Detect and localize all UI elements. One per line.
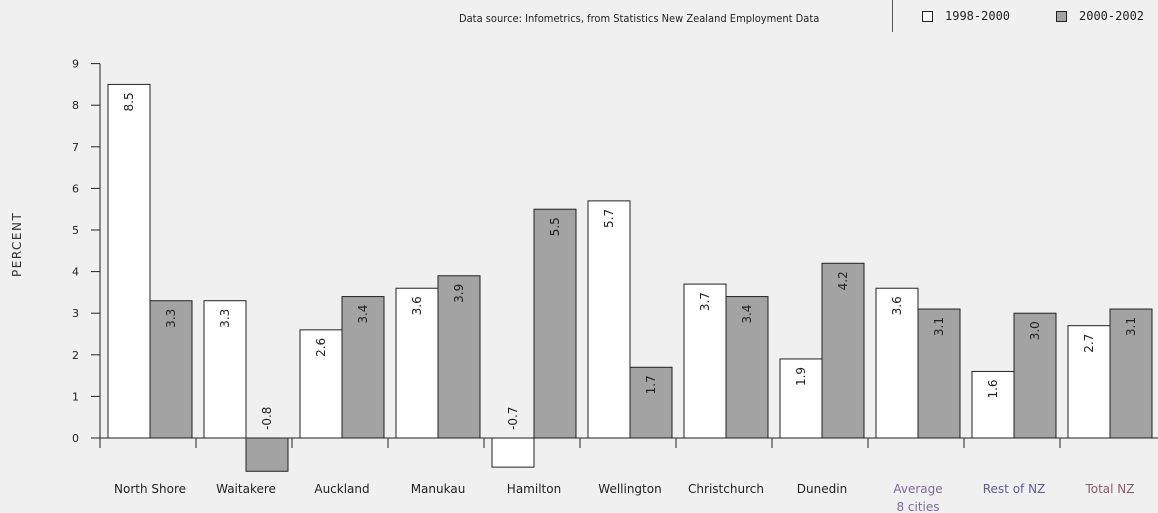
bar-1998-2000-total-nz <box>1067 325 1111 439</box>
data-label: 5.7 <box>602 209 616 228</box>
data-label: 2.6 <box>314 338 328 357</box>
x-category-label: Average <box>893 482 942 496</box>
x-category-label: Manukau <box>411 482 466 496</box>
data-label: 4.2 <box>836 271 850 290</box>
data-label: 3.1 <box>932 317 946 336</box>
y-tick-label: 9 <box>72 58 79 71</box>
bar-1998-2000-rest-of-nz <box>971 370 1015 439</box>
bar-1998-2000-waitakere <box>203 300 247 439</box>
y-tick-label: 4 <box>72 266 79 279</box>
x-category-label: Christchurch <box>688 482 764 496</box>
bar-2000-2002-christchurch <box>725 296 769 439</box>
data-label: 3.6 <box>410 296 424 315</box>
x-category-label: Wellington <box>598 482 661 496</box>
y-tick-label: 7 <box>72 141 79 154</box>
legend-item-1998-2000: 1998-2000 <box>922 9 1010 23</box>
data-label: 8.5 <box>122 92 136 111</box>
legend-label-2000-2002: 2000-2002 <box>1079 9 1145 23</box>
legend-item-2000-2002: 2000-2002 <box>1056 9 1144 23</box>
header-divider <box>892 0 893 32</box>
data-label: 3.4 <box>740 305 754 324</box>
x-category-label: Hamilton <box>507 482 561 496</box>
bar-1998-2000-christchurch <box>683 283 727 439</box>
data-label: 3.3 <box>218 309 232 328</box>
bar-1998-2000-manukau <box>395 287 439 439</box>
data-label: 3.7 <box>698 292 712 311</box>
bar-1998-2000-wellington <box>587 200 631 439</box>
data-label: -0.8 <box>260 407 274 430</box>
y-tick-label: 0 <box>72 432 79 445</box>
bar-2000-2002-waitakere <box>245 437 289 472</box>
bar-1998-2000-hamilton <box>491 437 535 468</box>
y-tick-label: 3 <box>72 307 79 320</box>
legend-swatch-1998-2000 <box>922 10 933 22</box>
bar-1998-2000-north-shore <box>107 83 151 439</box>
y-tick-label: 1 <box>72 390 79 403</box>
bar-1998-2000-average <box>875 287 919 439</box>
data-label: 1.9 <box>794 367 808 386</box>
data-label: 2.7 <box>1082 334 1096 353</box>
bar-2000-2002-total-nz <box>1109 308 1153 439</box>
bar-1998-2000-dunedin <box>779 358 823 439</box>
bar-1998-2000-auckland <box>299 329 343 439</box>
legend-label-1998-2000: 1998-2000 <box>945 9 1011 23</box>
y-tick-label: 2 <box>72 349 79 362</box>
data-label: 3.1 <box>1124 317 1138 336</box>
data-label: -0.7 <box>506 407 520 430</box>
x-category-label: 8 cities <box>896 500 939 513</box>
bar-2000-2002-rest-of-nz <box>1013 312 1057 439</box>
x-category-label: Total NZ <box>1084 482 1134 496</box>
bar-2000-2002-auckland <box>341 296 385 439</box>
y-tick-label: 5 <box>72 224 79 237</box>
x-category-label: North Shore <box>114 482 186 496</box>
x-category-label: Dunedin <box>797 482 847 496</box>
bar-2000-2002-wellington <box>629 366 673 439</box>
y-tick-label: 6 <box>72 182 79 195</box>
x-category-label: Auckland <box>314 482 369 496</box>
data-label: 3.3 <box>164 309 178 328</box>
data-label: 1.7 <box>644 375 658 394</box>
bar-2000-2002-north-shore <box>149 300 193 439</box>
bar-2000-2002-dunedin <box>821 262 865 439</box>
data-label: 3.6 <box>890 296 904 315</box>
data-source-note: Data source: Infometrics, from Statistic… <box>459 12 820 25</box>
bar-2000-2002-hamilton <box>533 208 577 439</box>
data-label: 3.4 <box>356 305 370 324</box>
data-label: 1.6 <box>986 379 1000 398</box>
x-category-label: Rest of NZ <box>983 482 1046 496</box>
data-label: 3.9 <box>452 284 466 303</box>
legend-swatch-2000-2002 <box>1056 10 1067 22</box>
data-label: 5.5 <box>548 217 562 236</box>
x-category-label: Waitakere <box>216 482 276 496</box>
bar-2000-2002-manukau <box>437 275 481 439</box>
y-tick-label: 8 <box>72 99 79 112</box>
data-label: 3.0 <box>1028 321 1042 340</box>
bar-2000-2002-average <box>917 308 961 439</box>
